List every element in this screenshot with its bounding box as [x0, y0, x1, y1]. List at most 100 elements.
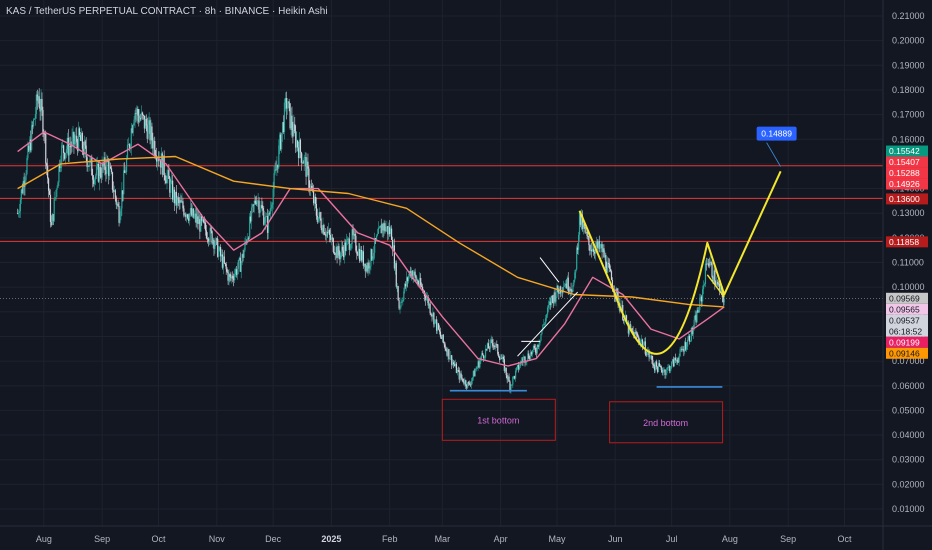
price-badge[interactable]	[886, 145, 928, 157]
candle-body	[68, 146, 70, 156]
candle-body	[219, 247, 222, 257]
price-badge[interactable]	[886, 236, 928, 248]
price-badge-text: 0.09569	[889, 293, 920, 303]
candle-body	[83, 141, 85, 155]
price-badge[interactable]	[886, 156, 928, 168]
candle-body	[203, 222, 206, 224]
candle-body	[529, 358, 531, 360]
candle-body	[689, 340, 692, 342]
candle-body	[103, 157, 105, 167]
moving-average-fast-line[interactable]	[17, 131, 725, 367]
candle-body	[494, 345, 496, 347]
candle-body	[150, 126, 152, 141]
candle-body	[148, 120, 150, 125]
price-badge[interactable]	[886, 167, 928, 179]
candle-body	[51, 214, 53, 226]
candle-body	[232, 275, 234, 279]
candle-body	[139, 118, 141, 122]
candle-body	[291, 115, 293, 130]
candle-body	[153, 140, 155, 149]
candle-body	[380, 225, 382, 234]
candle-body	[583, 223, 585, 228]
candle-body	[695, 315, 697, 323]
candle-body	[18, 211, 21, 214]
candle-body	[191, 208, 193, 216]
candle-body	[203, 219, 205, 223]
candle-body	[316, 215, 318, 222]
candle-body	[590, 249, 592, 251]
candle-body	[322, 224, 324, 233]
price-badge[interactable]	[886, 178, 928, 190]
candle-body	[265, 216, 267, 223]
candle-body	[120, 208, 122, 217]
candle-body	[162, 155, 164, 175]
candle-body	[554, 292, 556, 302]
moving-average-slow-line[interactable]	[17, 155, 725, 308]
candle-body	[63, 145, 65, 153]
countdown-text: 06:18:52	[889, 326, 922, 336]
time-axis[interactable]: Aug Sep Oct Nov Dec 2025 Feb Mar Apr May Jun Jul Aug…	[0, 525, 932, 544]
candle-body	[516, 365, 519, 368]
price-badge[interactable]	[886, 193, 928, 205]
annotation-box[interactable]	[609, 401, 724, 444]
candle-body	[326, 232, 328, 237]
candle-body	[294, 124, 296, 132]
candle-body	[465, 380, 467, 386]
price-badge[interactable]	[886, 303, 928, 315]
candle-body	[702, 285, 705, 290]
candle-body	[183, 208, 185, 216]
candle-body	[248, 237, 250, 239]
candle-body	[579, 211, 582, 225]
price-badge[interactable]	[886, 314, 928, 337]
annotation-box[interactable]	[441, 398, 556, 441]
candle-body	[447, 349, 449, 356]
candle-body	[234, 274, 236, 281]
candle-body	[458, 370, 460, 380]
target-label-text: 0.14889	[761, 129, 792, 139]
price-badge[interactable]	[886, 336, 928, 348]
candle-body	[661, 370, 663, 373]
candle-body	[664, 369, 666, 375]
candle-body	[276, 164, 278, 170]
candle-body	[318, 212, 320, 218]
candle-body	[87, 165, 89, 168]
price-badge[interactable]	[886, 347, 928, 359]
cup-and-handle-pattern[interactable]	[578, 170, 782, 355]
candle-body	[44, 133, 46, 135]
candle-body	[296, 140, 298, 148]
candle-body	[637, 336, 639, 338]
x-tick-label: Oct	[838, 534, 853, 544]
candle-body	[169, 178, 171, 193]
trend-line[interactable]	[539, 257, 560, 283]
candle-body	[621, 305, 623, 310]
candle-body	[104, 157, 106, 171]
candle-body	[589, 245, 591, 251]
handle-line[interactable]	[706, 274, 725, 298]
candle-body	[390, 228, 393, 240]
candle-body	[323, 224, 325, 235]
candle-body	[352, 229, 354, 236]
trend-line[interactable]	[517, 291, 579, 357]
candle-body	[315, 203, 317, 216]
candle-body	[580, 214, 583, 225]
candle-body	[356, 250, 358, 254]
candle-body	[271, 204, 273, 209]
candle-body	[90, 158, 92, 160]
candle-body	[549, 301, 551, 306]
candle-body	[135, 113, 137, 114]
candle-body	[329, 234, 332, 240]
candle-body	[421, 286, 424, 291]
price-badge[interactable]	[886, 292, 928, 304]
x-tick-label: Sep	[780, 534, 796, 544]
candle-body	[156, 157, 158, 162]
candle-body	[254, 200, 256, 204]
target-label[interactable]	[756, 126, 797, 141]
candle-body	[584, 227, 586, 233]
candle-body	[19, 199, 21, 212]
candle-body	[718, 283, 720, 285]
candle-body	[256, 201, 258, 205]
price-axis[interactable]: 0.21000 0.20000 0.19000 0.18000 0.17000 0.160…	[882, 0, 928, 550]
candle-body	[386, 226, 388, 229]
candle-body	[298, 139, 301, 158]
